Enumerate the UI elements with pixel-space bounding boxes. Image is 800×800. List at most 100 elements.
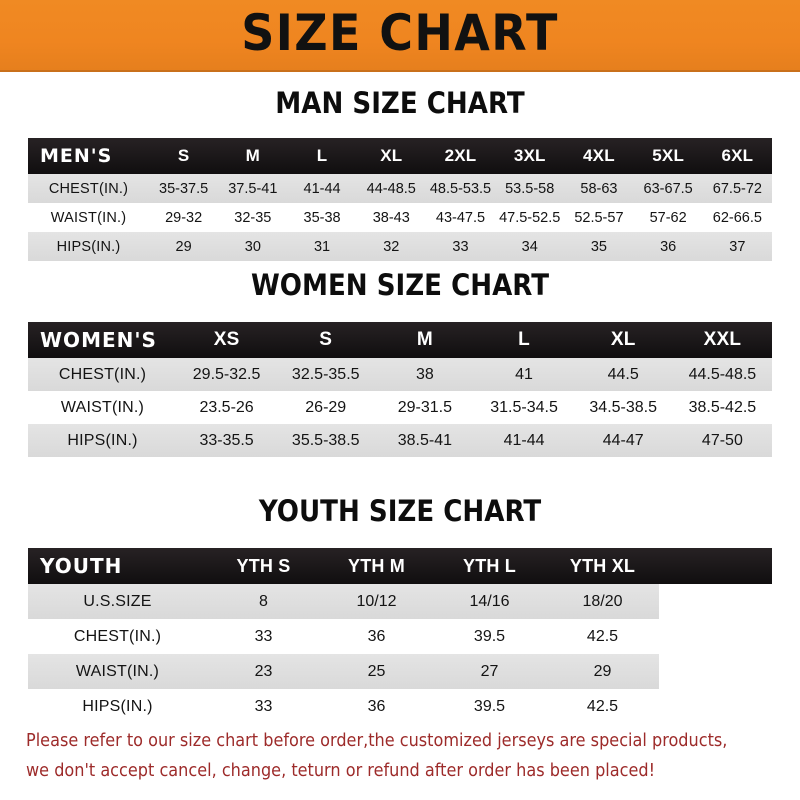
table-cell: 8 — [207, 584, 320, 619]
table-cell: 38.5-41 — [375, 424, 475, 457]
women-row-label-chest: CHEST(IN.) — [28, 358, 177, 391]
table-cell: 43-47.5 — [425, 203, 496, 232]
table-row: HIPS(IN.) 33 36 39.5 42.5 — [28, 689, 772, 724]
disclaimer-line-1: Please refer to our size chart before or… — [26, 731, 728, 751]
table-cell: 48.5-53.5 — [425, 174, 496, 203]
table-cell: 57-62 — [633, 203, 703, 232]
table-cell: 23 — [207, 654, 320, 689]
table-header-row: MEN'S S M L XL 2XL 3XL 4XL 5XL 6XL — [28, 138, 772, 174]
table-header-row: YOUTH YTH S YTH M YTH L YTH XL — [28, 548, 772, 584]
table-cell: 34 — [495, 232, 565, 261]
table-cell-empty — [659, 619, 772, 654]
men-col-l: L — [316, 146, 328, 165]
men-row-label-waist: WAIST(IN.) — [28, 203, 149, 232]
table-cell: 35-38 — [287, 203, 357, 232]
women-header-label: WOMEN'S — [40, 328, 157, 352]
table-cell: 33 — [425, 232, 496, 261]
table-cell: 36 — [320, 689, 433, 724]
table-cell: 58-63 — [564, 174, 634, 203]
table-cell: 39.5 — [433, 619, 546, 654]
men-col-3xl: 3XL — [513, 146, 546, 165]
table-row: WAIST(IN.) 29-32 32-35 35-38 38-43 43-47… — [28, 203, 772, 232]
table-cell: 26-29 — [276, 391, 376, 424]
table-cell: 44.5-48.5 — [672, 358, 772, 391]
table-row: CHEST(IN.) 33 36 39.5 42.5 — [28, 619, 772, 654]
men-header-label: MEN'S — [40, 145, 113, 167]
table-row: WAIST(IN.) 23 25 27 29 — [28, 654, 772, 689]
youth-size-table: YOUTH YTH S YTH M YTH L YTH XL U.S.SIZE … — [28, 548, 772, 724]
youth-col-yth-s: YTH S — [236, 555, 291, 576]
table-cell: 18/20 — [546, 584, 659, 619]
page-banner: SIZE CHART — [0, 0, 800, 72]
table-cell: 30 — [218, 232, 288, 261]
women-col-s: S — [319, 329, 333, 350]
table-cell: 38-43 — [356, 203, 426, 232]
men-row-label-chest: CHEST(IN.) — [28, 174, 149, 203]
youth-col-blank — [659, 548, 772, 584]
table-cell: 29-32 — [149, 203, 219, 232]
table-cell: 34.5-38.5 — [573, 391, 673, 424]
table-cell: 53.5-58 — [495, 174, 565, 203]
men-row-label-hips: HIPS(IN.) — [28, 232, 149, 261]
table-cell: 41-44 — [287, 174, 357, 203]
table-row: CHEST(IN.) 29.5-32.5 32.5-35.5 38 41 44.… — [28, 358, 772, 391]
table-cell: 63-67.5 — [633, 174, 703, 203]
table-cell: 36 — [320, 619, 433, 654]
youth-row-label-waist: WAIST(IN.) — [28, 654, 207, 689]
table-cell: 44-47 — [573, 424, 673, 457]
table-cell: 32-35 — [218, 203, 288, 232]
table-cell: 29 — [546, 654, 659, 689]
table-cell: 39.5 — [433, 689, 546, 724]
youth-row-label-us-size: U.S.SIZE — [28, 584, 207, 619]
youth-section-title: YOUTH SIZE CHART — [258, 494, 542, 528]
women-row-label-waist: WAIST(IN.) — [28, 391, 177, 424]
table-cell: 29-31.5 — [375, 391, 475, 424]
table-cell: 25 — [320, 654, 433, 689]
disclaimer: Please refer to our size chart before or… — [26, 726, 728, 786]
women-col-l: L — [518, 329, 530, 350]
youth-row-label-hips: HIPS(IN.) — [28, 689, 207, 724]
women-col-xs: XS — [213, 329, 240, 350]
table-row: HIPS(IN.) 33-35.5 35.5-38.5 38.5-41 41-4… — [28, 424, 772, 457]
table-cell: 67.5-72 — [702, 174, 772, 203]
table-cell-empty — [659, 654, 772, 689]
table-cell: 44-48.5 — [356, 174, 426, 203]
women-col-xxl: XXL — [703, 329, 742, 350]
men-col-s: S — [177, 146, 190, 165]
men-col-6xl: 6XL — [721, 146, 754, 165]
table-cell: 36 — [633, 232, 703, 261]
table-row: HIPS(IN.) 29 30 31 32 33 34 35 36 37 — [28, 232, 772, 261]
table-cell: 32.5-35.5 — [276, 358, 376, 391]
table-cell: 33 — [207, 689, 320, 724]
youth-header-label: YOUTH — [40, 554, 123, 578]
table-cell: 23.5-26 — [177, 391, 277, 424]
table-cell: 32 — [356, 232, 426, 261]
table-cell: 10/12 — [320, 584, 433, 619]
men-col-m: M — [245, 146, 261, 165]
table-cell: 14/16 — [433, 584, 546, 619]
table-cell: 33 — [207, 619, 320, 654]
table-header-row: WOMEN'S XS S M L XL XXL — [28, 322, 772, 358]
table-row: U.S.SIZE 8 10/12 14/16 18/20 — [28, 584, 772, 619]
table-cell: 42.5 — [546, 689, 659, 724]
men-col-5xl: 5XL — [652, 146, 685, 165]
women-col-xl: XL — [610, 329, 636, 350]
table-cell: 31 — [287, 232, 357, 261]
table-cell: 42.5 — [546, 619, 659, 654]
men-col-4xl: 4XL — [583, 146, 615, 165]
table-cell: 29.5-32.5 — [177, 358, 277, 391]
table-cell: 35.5-38.5 — [276, 424, 376, 457]
table-cell: 35-37.5 — [149, 174, 219, 203]
disclaimer-line-2: we don't accept cancel, change, teturn o… — [26, 761, 656, 781]
table-cell: 35 — [564, 232, 634, 261]
men-col-xl: XL — [380, 146, 403, 165]
table-cell-empty — [659, 584, 772, 619]
women-col-m: M — [416, 329, 433, 350]
table-cell: 31.5-34.5 — [474, 391, 574, 424]
table-cell: 37 — [702, 232, 772, 261]
table-cell: 38.5-42.5 — [672, 391, 772, 424]
table-row: WAIST(IN.) 23.5-26 26-29 29-31.5 31.5-34… — [28, 391, 772, 424]
table-cell: 41-44 — [474, 424, 574, 457]
table-cell: 44.5 — [573, 358, 673, 391]
